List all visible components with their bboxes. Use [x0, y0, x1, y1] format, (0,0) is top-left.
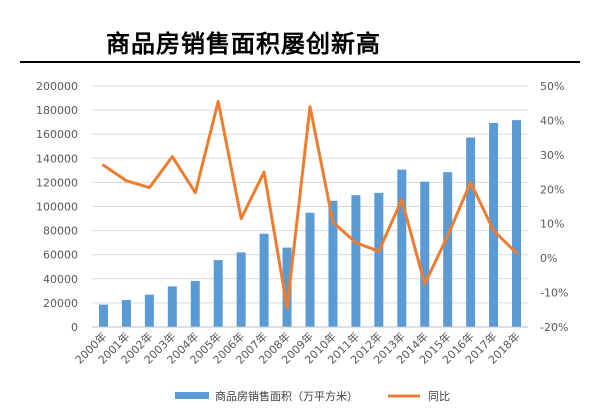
right-axis: -20% -10% 0% 10% 20% 30% 40% 50% — [540, 80, 568, 334]
right-tick-label: -20% — [540, 321, 568, 334]
bar — [466, 137, 476, 327]
left-tick-label: 60000 — [43, 249, 78, 262]
bar — [420, 181, 430, 327]
line-series — [102, 100, 518, 310]
bar — [98, 304, 108, 327]
bar — [374, 192, 384, 327]
legend-label-line: 同比 — [428, 390, 450, 403]
bar — [190, 280, 200, 327]
bar — [305, 212, 315, 327]
bar — [259, 233, 269, 327]
x-axis: 2000年2001年2002年2003年2004年2005年2006年2007年… — [72, 326, 528, 367]
title-underline — [20, 61, 580, 63]
left-tick-label: 140000 — [36, 152, 78, 165]
left-tick-label: 160000 — [36, 128, 78, 141]
bar — [328, 200, 338, 327]
left-tick-label: 180000 — [36, 104, 78, 117]
left-tick-label: 120000 — [36, 176, 78, 189]
bar — [167, 286, 177, 327]
right-tick-label: -10% — [540, 287, 568, 300]
right-tick-label: 10% — [540, 218, 564, 231]
bar — [144, 294, 154, 327]
left-tick-label: 200000 — [36, 80, 78, 93]
bar — [351, 195, 361, 327]
bar — [282, 247, 292, 327]
bar — [489, 122, 499, 327]
legend-swatch-bar — [175, 392, 209, 399]
bar — [443, 172, 453, 327]
left-tick-label: 40000 — [43, 273, 78, 286]
legend: 商品房销售面积（万平方米） 同比 — [175, 389, 450, 403]
right-tick-label: 30% — [540, 149, 564, 162]
chart-title: 商品房销售面积屡创新高 — [106, 29, 381, 58]
right-tick-label: 0% — [540, 252, 557, 265]
left-axis: 0 20000 40000 60000 80000 100000 120000 140000 1… — [36, 80, 78, 334]
left-tick-label: 20000 — [43, 297, 78, 310]
right-tick-label: 40% — [540, 114, 564, 127]
bar — [397, 169, 407, 327]
legend-label-bar: 商品房销售面积（万平方米） — [215, 389, 358, 403]
bar-series — [98, 120, 522, 327]
bar — [512, 120, 522, 327]
right-tick-label: 50% — [540, 80, 564, 93]
bar — [236, 252, 246, 327]
right-tick-label: 20% — [540, 183, 564, 196]
left-tick-label: 100000 — [36, 201, 78, 214]
yoy-line — [102, 100, 518, 310]
bar — [213, 260, 223, 327]
left-tick-label: 0 — [71, 321, 78, 334]
bar — [121, 300, 131, 327]
left-tick-label: 80000 — [43, 225, 78, 238]
